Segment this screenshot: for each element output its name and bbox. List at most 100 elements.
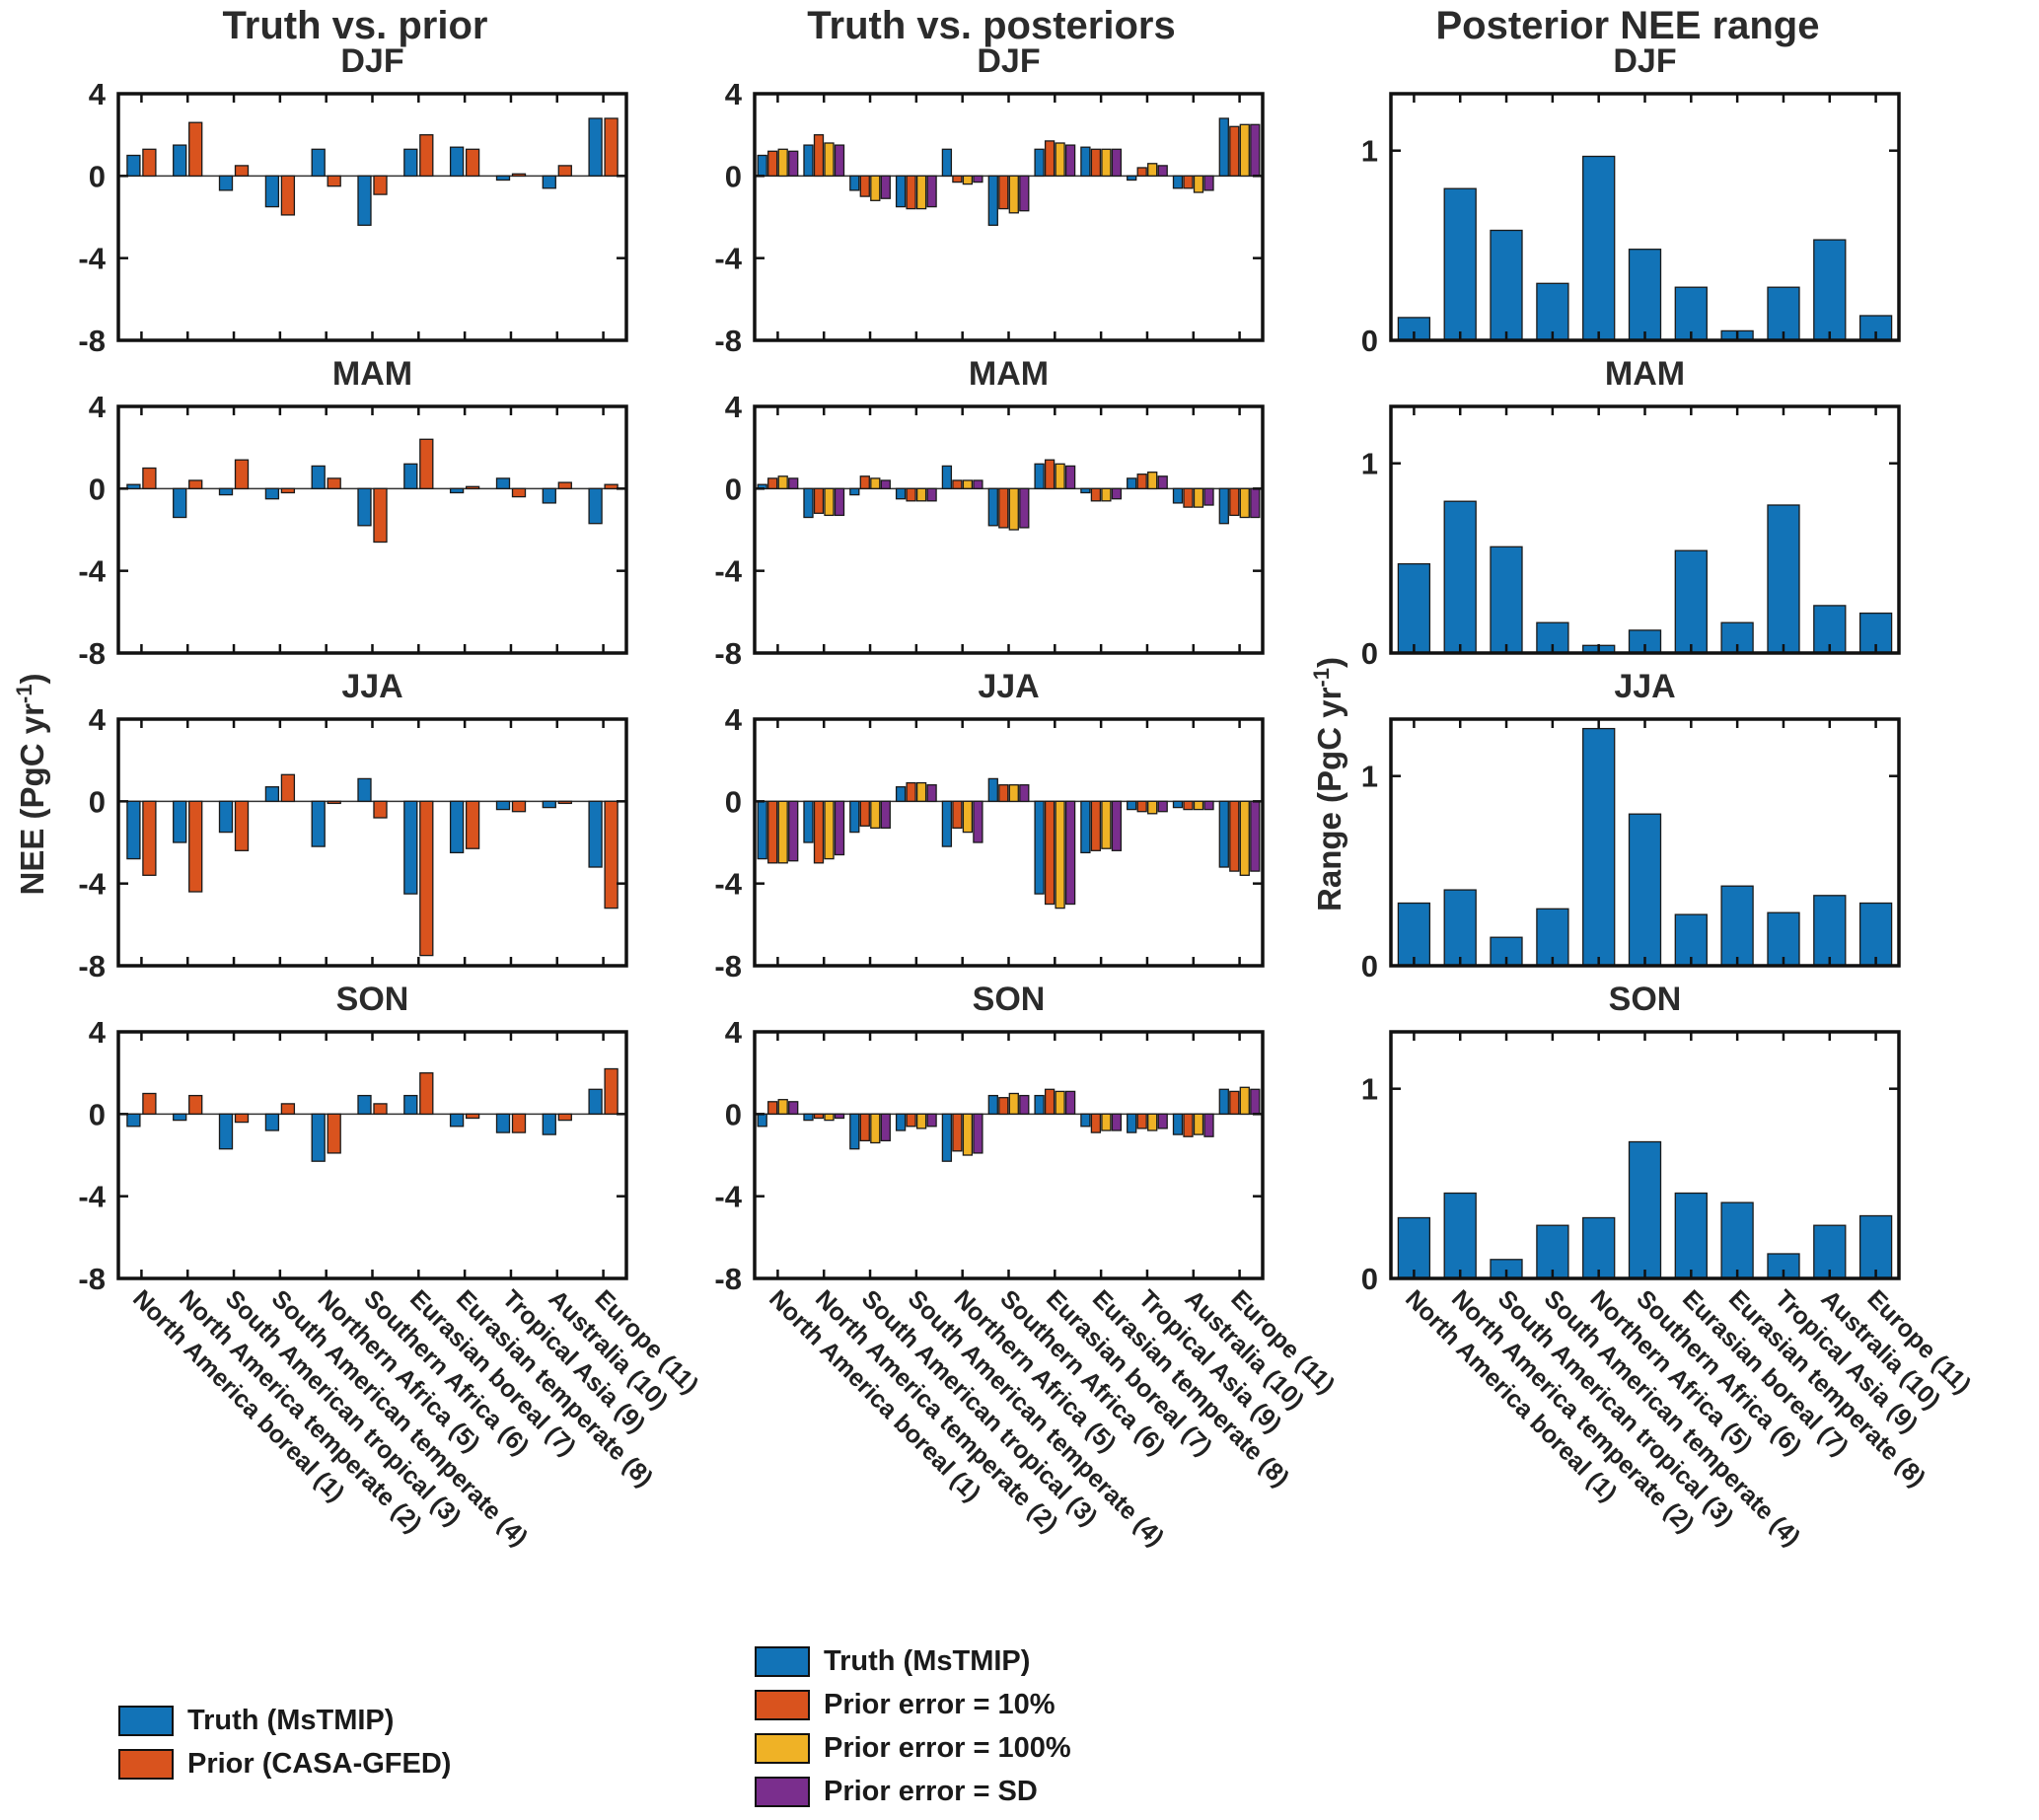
legend-truth-vs-prior: Truth (MsTMIP) Prior (CASA-GFED) — [118, 1699, 451, 1785]
legend-item-prior-error-sd: Prior error = SD — [755, 1770, 1071, 1813]
svg-text:4: 4 — [89, 390, 107, 424]
column-title-posterior-nee-range: Posterior NEE range — [1435, 4, 1820, 47]
svg-text:0: 0 — [1361, 324, 1378, 358]
y-axis-label-sup: -1 — [12, 684, 36, 704]
panel-son-truth-vs-posteriors: SON -8 -4 0 4 North America boreal (1) North … — [681, 981, 1340, 1552]
svg-text:-8: -8 — [78, 324, 106, 358]
svg-text:0: 0 — [89, 472, 106, 506]
svg-text:0: 0 — [725, 1097, 742, 1131]
column-title-truth-vs-prior: Truth vs. prior — [222, 4, 488, 47]
legend-swatch-prior — [118, 1748, 174, 1780]
bar-chart: 01 — [1361, 717, 1901, 983]
svg-text:-8: -8 — [78, 949, 106, 983]
svg-text:4: 4 — [725, 1015, 743, 1050]
svg-text:1: 1 — [1361, 1072, 1378, 1107]
svg-text:-4: -4 — [714, 554, 742, 589]
panel-title: MAM — [968, 355, 1050, 393]
svg-text:-8: -8 — [714, 949, 742, 983]
legend-swatch-prior-error-10 — [755, 1689, 810, 1720]
svg-text:4: 4 — [89, 77, 107, 111]
legend-item-prior-error-10: Prior error = 10% — [755, 1683, 1071, 1726]
legend-label: Prior error = 100% — [824, 1731, 1071, 1764]
svg-text:0: 0 — [725, 472, 742, 506]
bar-chart: -8 -4 0 4 — [714, 77, 1265, 358]
legend-label: Prior (CASA-GFED) — [187, 1747, 452, 1780]
svg-text:-4: -4 — [78, 867, 106, 902]
legend-label: Prior error = 10% — [824, 1688, 1056, 1720]
bar-chart: 01 — [1361, 92, 1901, 358]
svg-text:-4: -4 — [714, 1180, 742, 1214]
svg-text:-4: -4 — [714, 242, 742, 276]
svg-text:0: 0 — [1361, 636, 1378, 671]
legend-swatch-prior-error-100 — [755, 1732, 810, 1764]
svg-text:-8: -8 — [78, 636, 106, 671]
column-title-truth-vs-posteriors: Truth vs. posteriors — [807, 4, 1176, 47]
svg-text:-4: -4 — [78, 242, 106, 276]
legend-label: Prior error = SD — [824, 1775, 1038, 1807]
panel-mam-truth-vs-prior: MAM -8 -4 0 4 — [44, 355, 656, 671]
bar-chart: 01 — [1361, 404, 1901, 671]
svg-text:4: 4 — [89, 702, 107, 737]
panel-jja-truth-vs-prior: JJA -8 -4 0 4 — [44, 668, 656, 983]
panel-title: SON — [1608, 981, 1682, 1018]
svg-text:0: 0 — [1361, 1262, 1378, 1296]
svg-text:-8: -8 — [714, 1262, 742, 1296]
panel-jja-truth-vs-posteriors: JJA -8 -4 0 4 — [681, 668, 1292, 983]
svg-text:4: 4 — [89, 1015, 107, 1050]
svg-text:1: 1 — [1361, 134, 1378, 169]
panel-son-truth-vs-prior: SON -8 -4 0 4 North America boreal (1) North … — [44, 981, 703, 1552]
bar-chart: -8 -4 0 4 — [714, 390, 1265, 671]
svg-text:0: 0 — [725, 159, 742, 193]
panel-title: JJA — [978, 668, 1040, 705]
svg-text:4: 4 — [725, 702, 743, 737]
svg-text:4: 4 — [725, 77, 743, 111]
panel-title: SON — [972, 981, 1046, 1018]
svg-text:0: 0 — [1361, 949, 1378, 983]
panel-title: JJA — [1614, 668, 1676, 705]
panel-title: MAM — [1604, 355, 1686, 393]
svg-text:-8: -8 — [78, 1262, 106, 1296]
panel-title: DJF — [977, 42, 1041, 80]
legend-label: Truth (MsTMIP) — [824, 1644, 1031, 1677]
legend-label: Truth (MsTMIP) — [187, 1704, 395, 1736]
legend-swatch-truth — [755, 1645, 810, 1677]
legend-item-truth: Truth (MsTMIP) — [755, 1639, 1071, 1683]
legend-item-prior-error-100: Prior error = 100% — [755, 1726, 1071, 1770]
svg-text:0: 0 — [89, 784, 106, 819]
legend-swatch-prior-error-sd — [755, 1776, 810, 1807]
panel-title: DJF — [340, 42, 404, 80]
legend-swatch-truth — [118, 1705, 174, 1736]
panel-djf-truth-vs-posteriors: DJF -8 -4 0 4 — [681, 42, 1292, 358]
legend-item-prior: Prior (CASA-GFED) — [118, 1742, 451, 1785]
svg-text:-8: -8 — [714, 636, 742, 671]
svg-text:0: 0 — [89, 159, 106, 193]
panel-djf-truth-vs-prior: DJF -8 -4 0 4 — [44, 42, 656, 358]
panel-title: DJF — [1613, 42, 1677, 80]
svg-text:-4: -4 — [78, 1180, 106, 1214]
bar-chart: -8 -4 0 4 — [78, 77, 628, 358]
panel-mam-truth-vs-posteriors: MAM -8 -4 0 4 — [681, 355, 1292, 671]
bar-chart: -8 -4 0 4 — [78, 390, 628, 671]
panel-title: MAM — [331, 355, 413, 393]
svg-text:-4: -4 — [78, 554, 106, 589]
panel-son-posterior-range: SON 0 1 North America boreal (1) North Amer… — [1317, 981, 1977, 1552]
svg-text:-8: -8 — [714, 324, 742, 358]
svg-text:1: 1 — [1361, 447, 1378, 481]
bar-chart: -8 -4 0 4 — [714, 702, 1265, 983]
svg-text:-4: -4 — [714, 867, 742, 902]
panel-title: JJA — [341, 668, 403, 705]
legend-truth-vs-posteriors: Truth (MsTMIP) Prior error = 10% Prior e… — [755, 1639, 1071, 1813]
svg-text:1: 1 — [1361, 760, 1378, 794]
svg-text:0: 0 — [89, 1097, 106, 1131]
panel-title: SON — [335, 981, 409, 1018]
svg-text:4: 4 — [725, 390, 743, 424]
legend-item-truth: Truth (MsTMIP) — [118, 1699, 451, 1742]
bar-chart: -8 -4 0 4 — [78, 702, 628, 983]
